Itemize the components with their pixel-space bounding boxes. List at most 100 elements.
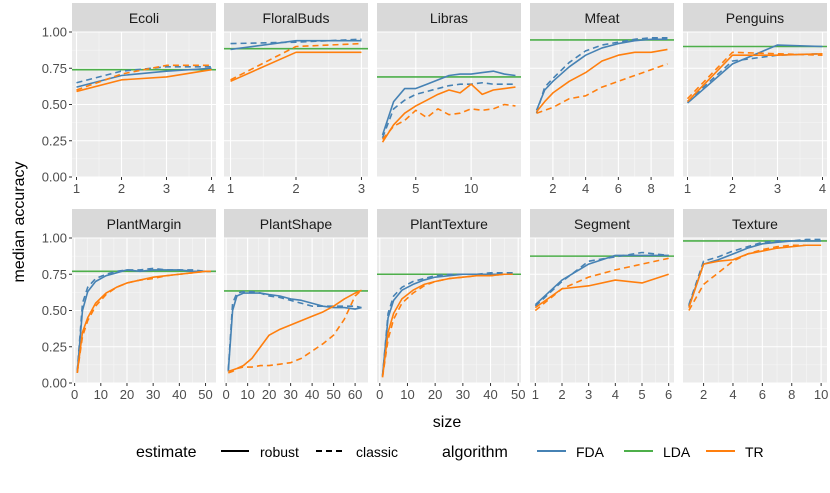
x-axis-title: size xyxy=(433,414,462,431)
x-tick-label: 50 xyxy=(326,387,340,402)
facet-strip xyxy=(683,3,827,32)
series-fda-classic xyxy=(686,52,823,103)
x-tick-label: 1 xyxy=(73,181,80,196)
x-tick-label: 6 xyxy=(615,181,622,196)
series-tr-robust xyxy=(381,83,516,143)
legend-label-fda: FDA xyxy=(576,444,605,460)
x-tick-label: 2 xyxy=(118,181,125,196)
x-tick-label: 8 xyxy=(647,181,654,196)
series-tr-classic xyxy=(381,103,516,140)
x-tick-label: 20 xyxy=(428,387,442,402)
series-fda-classic xyxy=(227,290,362,371)
x-tick-label: 3 xyxy=(163,181,170,196)
y-tick-label: 1.00 xyxy=(42,25,67,40)
y-tick-label: 1.00 xyxy=(42,231,67,246)
x-tick-label: 0 xyxy=(223,387,230,402)
facet-title: Libras xyxy=(430,10,468,26)
series-tr-classic xyxy=(536,63,668,114)
x-tick-label: 0 xyxy=(71,387,78,402)
facet-strip xyxy=(683,209,827,238)
facet-strip xyxy=(224,3,368,32)
x-tick-label: 20 xyxy=(120,387,134,402)
x-tick-label: 40 xyxy=(305,387,319,402)
x-tick-label: 4 xyxy=(819,181,826,196)
x-tick-label: 40 xyxy=(483,387,497,402)
legend: estimate robust classic algorithm FDA LDA TR xyxy=(136,444,764,461)
panel-mfeat: Mfeat 2 4 6 8 xyxy=(530,3,674,196)
x-tick-label: 20 xyxy=(262,387,276,402)
y-tick-label: 0.25 xyxy=(42,133,67,148)
panel-segment: Segment 1 2 3 4 5 6 xyxy=(530,209,674,402)
panels-layer: Ecoli 1 2 3 4 0.00 0.25 0.50 0.75 1.00 FloralBuds 1… xyxy=(42,3,828,402)
legend-label-classic: classic xyxy=(356,444,398,460)
facet-title: Segment xyxy=(574,216,630,232)
facet-title: Texture xyxy=(732,216,778,232)
series-tr-classic xyxy=(228,289,363,374)
series-tr-robust xyxy=(534,273,669,309)
x-tick-label: 1 xyxy=(684,181,691,196)
facet-strip xyxy=(530,3,674,32)
x-tick-label: 4 xyxy=(208,181,215,196)
x-tick-label: 1 xyxy=(532,387,539,402)
x-tick-label: 30 xyxy=(456,387,470,402)
series-tr-classic xyxy=(76,270,211,373)
x-tick-label: 4 xyxy=(729,387,736,402)
x-tick-label: 50 xyxy=(511,387,525,402)
x-tick-label: 4 xyxy=(582,181,589,196)
series-tr-robust xyxy=(76,68,212,93)
x-tick-label: 10 xyxy=(400,387,414,402)
x-tick-label: 10 xyxy=(240,387,254,402)
series-fda-robust xyxy=(535,38,668,111)
x-tick-label: 2 xyxy=(700,387,707,402)
x-tick-label: 1 xyxy=(227,181,234,196)
x-tick-label: 4 xyxy=(612,387,619,402)
series-tr-classic xyxy=(381,273,513,378)
series-fda-classic xyxy=(230,38,362,45)
facet-strip xyxy=(72,209,216,238)
x-tick-label: 5 xyxy=(638,387,645,402)
y-tick-label: 0.00 xyxy=(42,170,67,185)
y-tick-label: 0.00 xyxy=(42,376,67,391)
series-tr-robust xyxy=(230,51,362,83)
panel-texture: Texture 2 4 6 8 10 xyxy=(683,209,828,402)
x-tick-label: 50 xyxy=(198,387,212,402)
x-tick-label: 10 xyxy=(814,387,828,402)
facet-title: PlantTexture xyxy=(410,216,488,232)
panel-penguins: Penguins 1 2 3 4 xyxy=(683,3,827,196)
facet-strip xyxy=(377,3,521,32)
legend-label-lda: LDA xyxy=(663,444,691,460)
x-tick-label: 2 xyxy=(292,181,299,196)
y-tick-label: 0.75 xyxy=(42,61,67,76)
y-tick-label: 0.50 xyxy=(42,97,67,112)
x-tick-label: 2 xyxy=(558,387,565,402)
x-tick-label: 6 xyxy=(759,387,766,402)
y-axis-title: median accuracy xyxy=(11,162,28,283)
panel-libras: Libras 5 10 xyxy=(377,3,521,196)
series-tr-classic xyxy=(76,64,212,91)
series-fda-classic xyxy=(381,271,513,376)
facet-strip xyxy=(530,209,674,238)
facet-title: FloralBuds xyxy=(263,10,330,26)
series-tr-classic xyxy=(230,42,362,81)
facet-strip xyxy=(377,209,521,238)
x-tick-label: 10 xyxy=(94,387,108,402)
panel-ecoli: Ecoli 1 2 3 4 0.00 0.25 0.50 0.75 1.00 xyxy=(42,3,216,196)
panel-floralbuds: FloralBuds 1 2 3 xyxy=(224,3,368,196)
x-tick-label: 0 xyxy=(376,387,383,402)
series-tr-robust xyxy=(535,48,668,113)
series-fda-classic xyxy=(76,66,212,84)
x-tick-label: 40 xyxy=(172,387,186,402)
series-tr-classic xyxy=(686,51,823,100)
x-tick-label: 5 xyxy=(412,181,419,196)
series-fda-classic xyxy=(688,238,822,305)
facet-strip xyxy=(72,3,216,32)
series-fda-robust xyxy=(230,39,362,51)
panel-plantshape: PlantShape 0 10 20 30 40 50 60 xyxy=(223,209,368,402)
y-tick-label: 0.75 xyxy=(42,267,67,282)
x-tick-label: 3 xyxy=(585,387,592,402)
x-tick-label: 2 xyxy=(549,181,556,196)
x-tick-label: 3 xyxy=(358,181,365,196)
series-fda-classic xyxy=(535,36,668,114)
facet-title: Mfeat xyxy=(584,10,619,26)
